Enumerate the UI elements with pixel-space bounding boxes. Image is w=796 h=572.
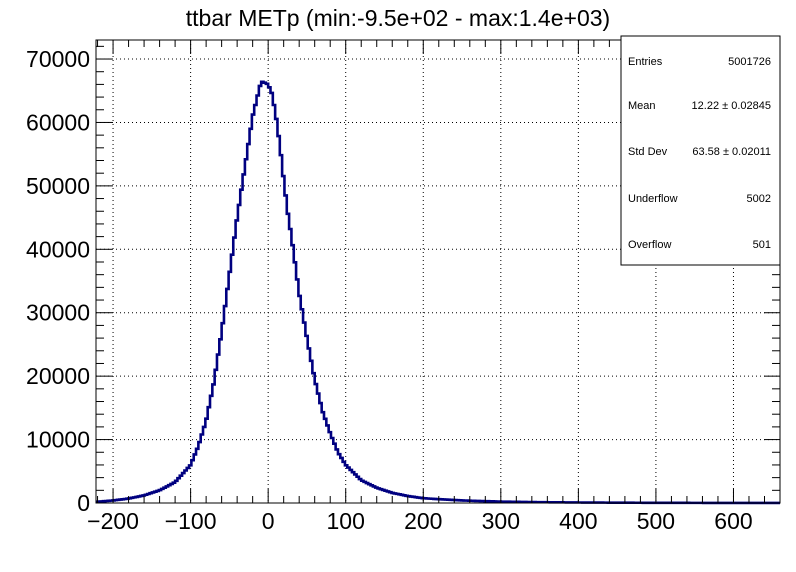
y-tick-label: 60000 [26, 109, 90, 135]
x-tick-label: −200 [87, 508, 139, 534]
stats-stddev-value: 63.58 ± 0.02011 [692, 146, 771, 158]
x-tick-label: −100 [165, 508, 217, 534]
y-tick-label: 70000 [26, 46, 90, 72]
x-tick-label: 300 [482, 508, 520, 534]
y-tick-label: 20000 [26, 363, 90, 389]
y-tick-label: 0 [77, 490, 90, 516]
stats-entries-value: 5001726 [728, 56, 771, 68]
x-tick-label: 0 [262, 508, 275, 534]
stats-underflow-label: Underflow [628, 193, 678, 205]
y-axis-tick-labels: 0 10000 20000 30000 40000 50000 60000 70000 [26, 46, 90, 516]
stats-overflow-label: Overflow [628, 239, 671, 251]
statistics-box: Entries 5001726 Mean 12.22 ± 0.02845 Std… [620, 35, 781, 266]
stats-mean-label: Mean [628, 100, 656, 112]
stats-overflow-value: 501 [753, 239, 771, 251]
stats-entries-label: Entries [628, 56, 663, 68]
plot-frame [95, 39, 781, 504]
y-tick-label: 40000 [26, 236, 90, 262]
stats-box-frame [620, 35, 781, 266]
x-tick-label: 500 [637, 508, 675, 534]
x-tick-label: 400 [559, 508, 597, 534]
stats-underflow-value: 5002 [747, 193, 771, 205]
x-tick-label: 200 [404, 508, 442, 534]
x-axis-tick-labels: −200 −100 0 100 200 300 400 500 600 [87, 508, 753, 534]
y-tick-label: 10000 [26, 427, 90, 453]
x-tick-label: 600 [714, 508, 752, 534]
stats-mean-value: 12.22 ± 0.02845 [692, 100, 771, 112]
stats-stddev-label: Std Dev [628, 146, 668, 158]
chart-title: ttbar METp (min:-9.5e+02 - max:1.4e+03) [186, 5, 610, 31]
x-tick-label: 100 [327, 508, 365, 534]
y-tick-label: 30000 [26, 300, 90, 326]
y-tick-label: 50000 [26, 173, 90, 199]
